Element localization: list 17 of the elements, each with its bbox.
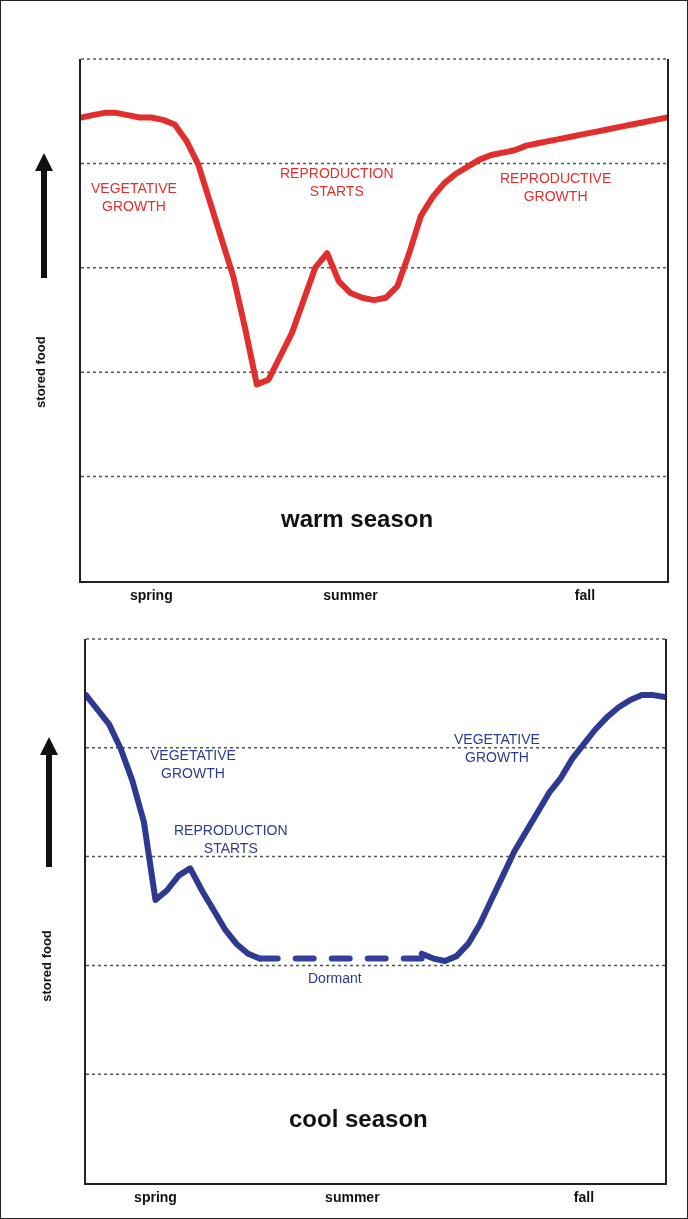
annotation: REPRODUCTIVE GROWTH bbox=[500, 170, 612, 205]
annotation: Dormant bbox=[308, 970, 362, 986]
annotation: VEGETATIVE GROWTH bbox=[150, 747, 236, 782]
x-tick-label: summer bbox=[323, 586, 379, 603]
annotation: VEGETATIVE GROWTH bbox=[91, 180, 177, 215]
x-tick-label: spring bbox=[129, 586, 173, 603]
annotation: REPRODUCTION STARTS bbox=[174, 822, 288, 857]
annotation: REPRODUCTION STARTS bbox=[280, 165, 394, 200]
annotation: VEGETATIVE GROWTH bbox=[454, 731, 540, 766]
text: cool season bbox=[289, 1105, 428, 1132]
y-axis-title: stored food bbox=[38, 930, 54, 1002]
x-tick-label: fall bbox=[574, 586, 596, 603]
x-tick-label: fall bbox=[573, 1188, 595, 1205]
y-axis-title: stored food bbox=[33, 336, 49, 408]
x-tick-label: summer bbox=[325, 1188, 381, 1205]
text: warm season bbox=[280, 505, 434, 532]
x-tick-label: spring bbox=[134, 1188, 177, 1205]
